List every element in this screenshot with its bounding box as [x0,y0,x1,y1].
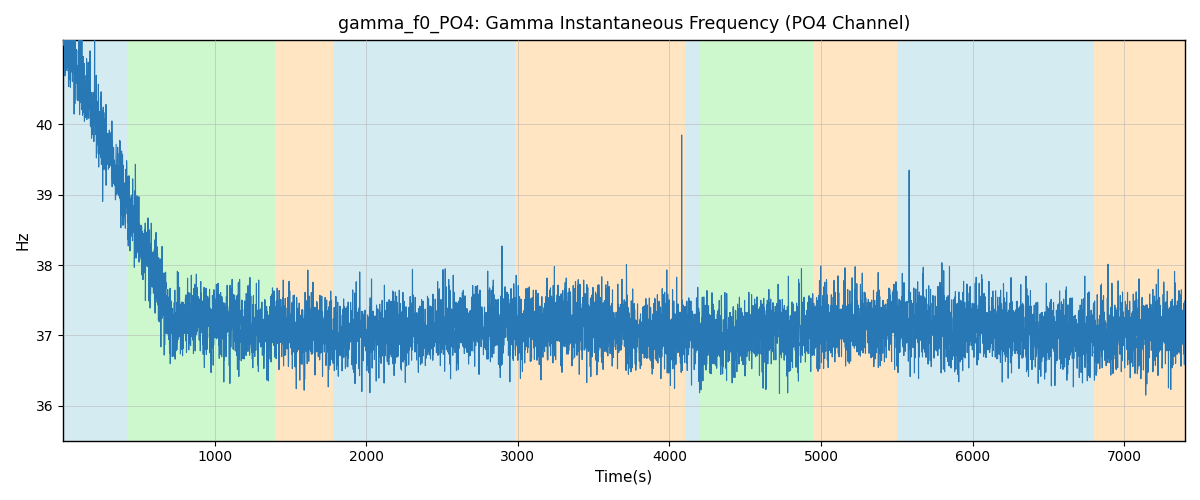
Bar [128,40,275,440]
Bar [685,40,700,440]
Bar [640,40,685,440]
Bar [814,40,884,440]
Bar [473,40,515,440]
Bar [1063,40,1094,440]
Bar [515,40,640,440]
Bar [700,40,814,440]
Bar [332,40,473,440]
Bar [275,40,332,440]
Bar [884,40,896,440]
Y-axis label: Hz: Hz [16,230,30,250]
Bar [896,40,1063,440]
Bar [62,40,128,440]
X-axis label: Time(s): Time(s) [595,470,653,485]
Title: gamma_f0_PO4: Gamma Instantaneous Frequency (PO4 Channel): gamma_f0_PO4: Gamma Instantaneous Freque… [337,15,910,34]
Bar [1094,40,1186,440]
